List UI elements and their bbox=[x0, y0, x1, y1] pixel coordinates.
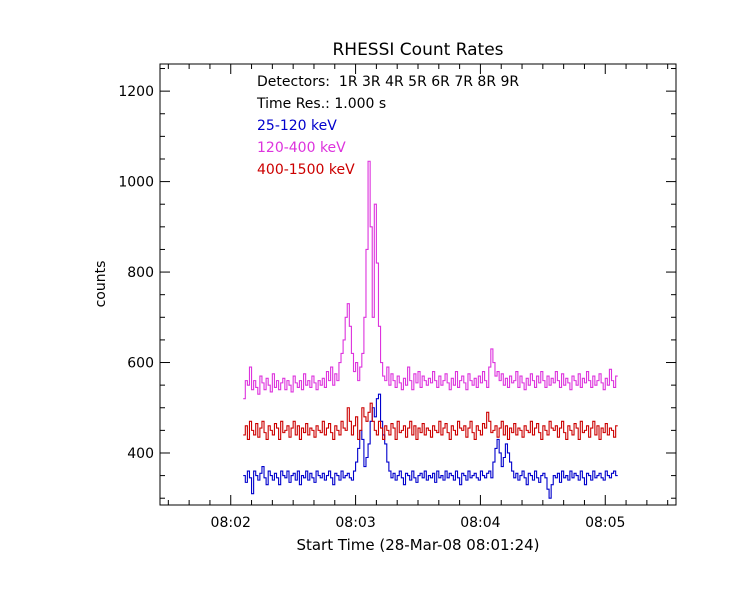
legend: Detectors: 1R 3R 4R 5R 6R 7R 8R 9R Time … bbox=[256, 74, 519, 178]
series-line-400-1500-kev bbox=[243, 402, 618, 440]
y-tick-label: 400 bbox=[127, 446, 154, 462]
x-axis-label: Start Time (28-Mar-08 08:01:24) bbox=[296, 536, 539, 554]
series-line-120-400-kev bbox=[243, 160, 618, 400]
y-tick-label: 1000 bbox=[118, 175, 154, 191]
chart-title: RHESSI Count Rates bbox=[332, 40, 503, 60]
y-tick-label: 800 bbox=[127, 265, 154, 281]
x-tick-label: 08:04 bbox=[460, 515, 500, 531]
x-tick-label: 08:02 bbox=[211, 515, 251, 531]
y-axis-label: counts bbox=[93, 261, 109, 308]
y-tick-label: 600 bbox=[127, 356, 154, 372]
series-group bbox=[243, 160, 618, 499]
legend-series-120-400: 120-400 keV bbox=[257, 140, 346, 156]
axis-tick-labels: 08:02 08:03 08:04 08:05 400 600 800 1000 1200 bbox=[118, 84, 625, 531]
legend-series-25-120: 25-120 keV bbox=[257, 118, 337, 134]
legend-series-400-1500: 400-1500 keV bbox=[257, 162, 355, 178]
x-tick-label: 08:03 bbox=[335, 515, 375, 531]
legend-detectors: Detectors: 1R 3R 4R 5R 6R 7R 8R 9R bbox=[257, 74, 519, 90]
y-tick-label: 1200 bbox=[118, 84, 154, 100]
axis-ticks bbox=[160, 64, 676, 505]
legend-time-res: Time Res.: 1.000 s bbox=[256, 96, 386, 112]
x-tick-label: 08:05 bbox=[585, 515, 625, 531]
series-line-25-120-kev bbox=[243, 393, 618, 499]
